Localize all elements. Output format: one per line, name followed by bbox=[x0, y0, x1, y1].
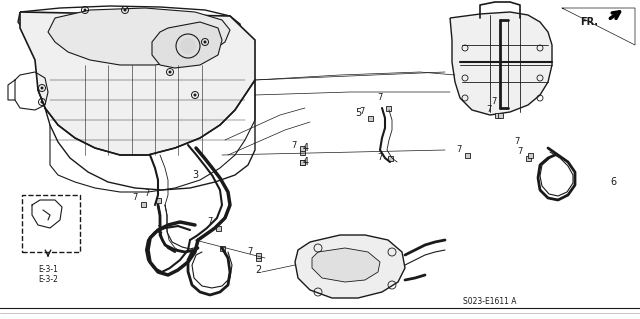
Text: 3: 3 bbox=[192, 170, 198, 180]
Bar bbox=[525, 155, 531, 160]
Bar bbox=[527, 152, 532, 158]
Text: FR.: FR. bbox=[580, 17, 598, 27]
Bar bbox=[497, 113, 502, 117]
Bar bbox=[385, 106, 390, 110]
Text: 7: 7 bbox=[378, 93, 383, 101]
Text: 7: 7 bbox=[291, 142, 297, 151]
Bar bbox=[255, 253, 260, 257]
Text: 7: 7 bbox=[359, 108, 365, 116]
Bar bbox=[22, 195, 80, 252]
Bar bbox=[220, 246, 225, 250]
Circle shape bbox=[124, 9, 127, 11]
Text: 2: 2 bbox=[255, 265, 261, 275]
PathPatch shape bbox=[20, 12, 255, 155]
Bar bbox=[300, 160, 305, 165]
Bar bbox=[216, 226, 221, 231]
Text: 7: 7 bbox=[456, 145, 461, 153]
Circle shape bbox=[180, 38, 196, 54]
Text: 4: 4 bbox=[303, 143, 309, 153]
Bar bbox=[495, 113, 499, 117]
Circle shape bbox=[40, 86, 44, 90]
Bar bbox=[300, 160, 305, 165]
Text: 7: 7 bbox=[486, 105, 492, 114]
Text: 5: 5 bbox=[355, 108, 361, 118]
Text: E-3-2: E-3-2 bbox=[38, 276, 58, 285]
Text: 6: 6 bbox=[610, 177, 616, 187]
Bar bbox=[300, 150, 305, 154]
PathPatch shape bbox=[450, 12, 552, 115]
Text: 7: 7 bbox=[378, 152, 383, 161]
PathPatch shape bbox=[312, 248, 380, 282]
Circle shape bbox=[40, 100, 44, 103]
Text: 4: 4 bbox=[303, 157, 309, 167]
Bar bbox=[367, 115, 372, 121]
PathPatch shape bbox=[48, 8, 230, 65]
PathPatch shape bbox=[152, 22, 222, 68]
Circle shape bbox=[168, 70, 172, 73]
Bar bbox=[156, 197, 161, 203]
Text: 7: 7 bbox=[515, 137, 520, 146]
Text: S023-E1611 A: S023-E1611 A bbox=[463, 298, 516, 307]
Text: E-3-1: E-3-1 bbox=[38, 265, 58, 275]
Bar bbox=[255, 256, 260, 261]
Text: 7: 7 bbox=[132, 194, 138, 203]
Circle shape bbox=[204, 41, 207, 43]
Text: 7: 7 bbox=[207, 218, 212, 226]
Bar bbox=[465, 152, 470, 158]
Text: 7: 7 bbox=[517, 147, 523, 157]
Text: 7: 7 bbox=[247, 248, 253, 256]
Text: 7: 7 bbox=[144, 189, 150, 198]
Circle shape bbox=[193, 93, 196, 97]
Circle shape bbox=[83, 9, 86, 11]
Text: 7: 7 bbox=[492, 98, 497, 107]
Bar bbox=[141, 202, 145, 206]
PathPatch shape bbox=[295, 235, 405, 298]
Bar bbox=[300, 145, 305, 151]
Bar bbox=[387, 155, 392, 160]
Text: 1: 1 bbox=[157, 225, 163, 235]
